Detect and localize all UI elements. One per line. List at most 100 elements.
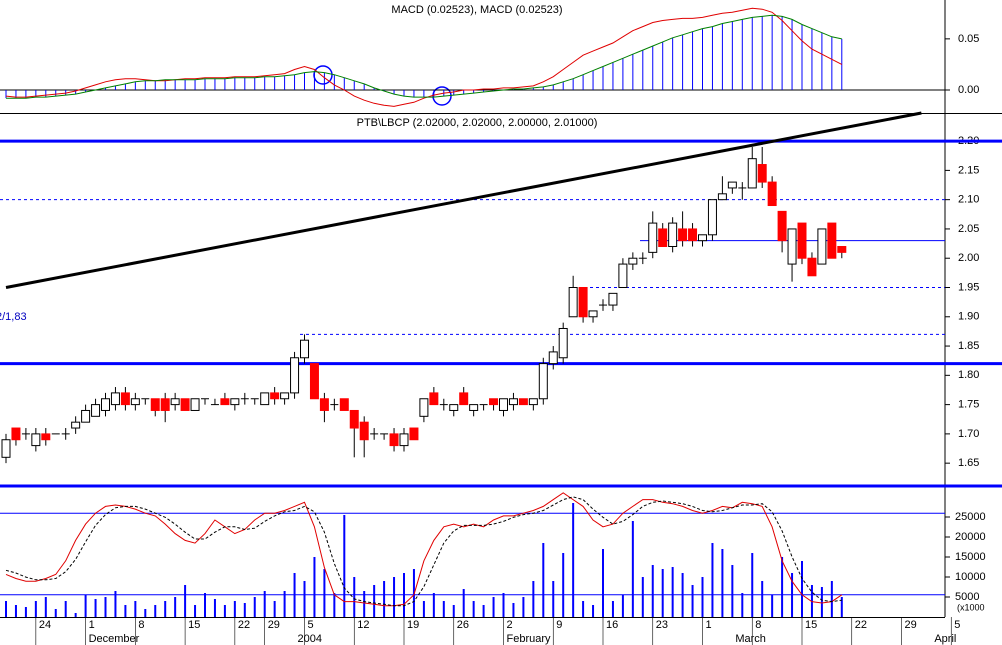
y-tick-label: 25000 xyxy=(955,511,986,523)
month-label: February xyxy=(507,633,552,645)
volume-bar xyxy=(771,595,774,617)
unit-label: (x1000 xyxy=(957,602,985,612)
stochastic-line xyxy=(5,496,842,607)
x-tick-label: 15 xyxy=(805,619,817,631)
candle-body xyxy=(678,228,688,242)
x-tick-label: 9 xyxy=(556,619,562,631)
macd-line xyxy=(6,14,842,99)
candle-body xyxy=(1,439,11,458)
candle-body xyxy=(747,158,757,189)
y-tick-label: 1.85 xyxy=(958,340,979,352)
volume-bar xyxy=(184,585,187,617)
month-label: December xyxy=(89,633,140,645)
volume-bar xyxy=(641,577,644,617)
month-label: 2004 xyxy=(298,633,322,645)
volume-bar xyxy=(34,601,37,617)
y-tick-label: 2.10 xyxy=(958,194,979,206)
candle-body xyxy=(548,351,558,365)
volume-bar xyxy=(44,597,47,617)
y-tick-label: 10000 xyxy=(955,571,986,583)
volume-bar xyxy=(582,601,585,617)
candle-body xyxy=(628,257,638,265)
candle-body xyxy=(518,398,528,406)
candle-body xyxy=(568,286,578,318)
x-tick-label: 8 xyxy=(138,619,144,631)
x-tick-label: 22 xyxy=(855,619,867,631)
candle-body xyxy=(110,392,120,406)
volume-bar xyxy=(243,603,246,617)
volume-bar xyxy=(721,549,724,617)
candle-body xyxy=(508,398,518,406)
volume-bar xyxy=(542,543,545,617)
volume-bar xyxy=(373,585,376,617)
candle-body xyxy=(260,392,270,406)
candle-body xyxy=(459,392,469,406)
candle-body xyxy=(707,199,717,236)
candle-body xyxy=(419,398,429,417)
y-tick-label: 1.95 xyxy=(958,281,979,293)
candle-body xyxy=(837,246,847,253)
candle-body xyxy=(817,228,827,265)
candle-body xyxy=(160,398,170,411)
x-tick-label: 29 xyxy=(268,619,280,631)
volume-bar xyxy=(343,515,346,617)
stochastic-line xyxy=(5,492,843,607)
candle-body xyxy=(71,421,81,429)
volume-bar xyxy=(482,605,485,617)
volume-bar xyxy=(462,589,465,617)
volume-bar xyxy=(532,581,535,617)
candle-body xyxy=(91,404,101,417)
y-tick-label: 1.90 xyxy=(958,311,979,323)
x-tick-label: 19 xyxy=(407,619,419,631)
candle-body xyxy=(787,228,797,265)
volume-bar xyxy=(562,553,565,617)
candle-body xyxy=(309,363,319,400)
x-tick-label: 26 xyxy=(457,619,469,631)
x-tick-label: 1 xyxy=(706,619,712,631)
y-tick-label: 2.05 xyxy=(958,223,979,235)
candle-body xyxy=(717,193,727,201)
volume-bar xyxy=(801,561,803,617)
candle-body xyxy=(319,398,329,411)
volume-bar xyxy=(422,601,425,617)
volume-bar xyxy=(154,605,157,617)
volume-bar xyxy=(94,599,97,617)
volume-bar xyxy=(333,593,336,617)
candle-body xyxy=(767,181,777,207)
candle-body xyxy=(757,164,767,183)
candle-body xyxy=(489,398,499,406)
macd-line xyxy=(5,7,843,107)
candle-body xyxy=(727,181,737,189)
candle-body xyxy=(688,228,698,242)
candle-body xyxy=(698,234,707,242)
candle-body xyxy=(399,433,409,447)
volume-bar xyxy=(104,597,107,617)
candle-body xyxy=(180,398,190,411)
candle-body xyxy=(578,286,588,318)
trend-line xyxy=(5,111,922,289)
volume-bar xyxy=(5,601,7,617)
candle-body xyxy=(389,433,399,447)
month-label: April xyxy=(934,633,956,645)
volume-bar xyxy=(830,581,833,617)
volume-bar xyxy=(502,593,505,617)
volume-bar xyxy=(323,569,326,617)
volume-bar xyxy=(661,569,664,617)
x-tick-label: 29 xyxy=(905,619,917,631)
candle-body xyxy=(270,392,280,400)
candle-body xyxy=(499,398,508,411)
y-tick-label: 1.70 xyxy=(958,428,979,440)
x-tick-label: 22 xyxy=(238,619,250,631)
volume-bar xyxy=(233,601,236,617)
volume-bar xyxy=(621,595,624,617)
candle-body xyxy=(130,398,140,406)
volume-bar xyxy=(592,605,595,617)
candle-body xyxy=(469,404,479,411)
candle-body xyxy=(11,427,21,441)
volume-bar xyxy=(54,609,57,617)
volume-bar xyxy=(204,593,206,617)
x-tick-label: 5 xyxy=(308,619,314,631)
candle-body xyxy=(797,222,807,259)
